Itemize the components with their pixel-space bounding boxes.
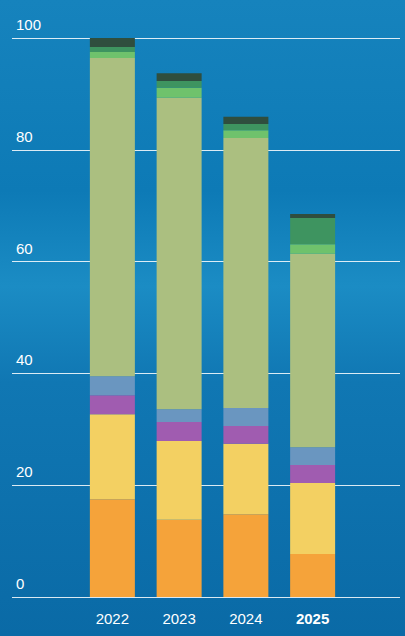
svg-text:2025: 2025 xyxy=(296,610,329,627)
svg-text:80: 80 xyxy=(16,128,33,145)
svg-text:2023: 2023 xyxy=(162,610,195,627)
svg-text:20: 20 xyxy=(16,463,33,480)
svg-text:60: 60 xyxy=(16,240,33,257)
svg-text:40: 40 xyxy=(16,351,33,368)
svg-text:100: 100 xyxy=(16,16,41,33)
svg-text:2022: 2022 xyxy=(96,610,129,627)
svg-text:0: 0 xyxy=(16,575,24,592)
svg-text:2024: 2024 xyxy=(229,610,262,627)
